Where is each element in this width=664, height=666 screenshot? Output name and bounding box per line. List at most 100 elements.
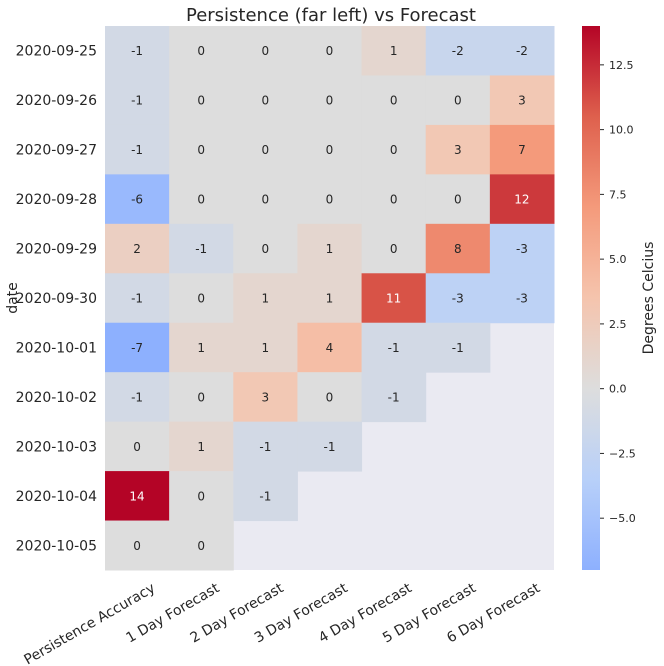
heatmap-cell (169, 322, 234, 373)
cell-value-label: 0 (197, 94, 205, 108)
heatmap-cell (105, 520, 170, 571)
cell-value-label: 1 (326, 242, 334, 256)
cell-value-label: 0 (326, 390, 334, 404)
heatmap-cell (233, 322, 298, 373)
cell-value-label: 0 (262, 143, 270, 157)
cell-value-label: 0 (326, 193, 334, 207)
cell-value-label: 1 (262, 292, 270, 306)
heatmap-cell (105, 273, 170, 324)
cell-value-label: 1 (197, 341, 205, 355)
heatmap-cell (297, 273, 363, 324)
cell-value-label: -1 (131, 390, 143, 404)
heatmap-cell (233, 471, 298, 522)
cell-value-label: 0 (390, 143, 398, 157)
cell-value-label: 7 (518, 143, 526, 157)
y-tick-label: 2020-09-25 (16, 44, 97, 60)
heatmap-cell (233, 124, 298, 175)
y-tick-label: 2020-10-02 (16, 390, 97, 406)
colorbar-tick-label: 10.0 (609, 124, 634, 137)
heatmap-cell (297, 223, 363, 274)
heatmap-cell (425, 124, 491, 175)
heatmap-cell (169, 273, 234, 324)
heatmap-cell (425, 174, 491, 225)
colorbar-tick-label: −5.0 (609, 512, 636, 525)
cell-value-label: 0 (197, 143, 205, 157)
cell-value-label: 3 (518, 94, 526, 108)
cell-value-label: -1 (131, 292, 143, 306)
heatmap-cell (297, 372, 363, 423)
cell-value-label: 0 (197, 193, 205, 207)
cell-value-label: 0 (133, 440, 141, 454)
cell-value-label: 0 (326, 44, 334, 58)
heatmap-cell (489, 124, 555, 175)
colorbar-tick-label: 7.5 (609, 188, 627, 201)
cell-value-label: 0 (197, 489, 205, 503)
cell-value-label: 0 (262, 193, 270, 207)
colorbar-tick-label: 5.0 (609, 253, 627, 266)
heatmap-cell (489, 223, 555, 274)
heatmap-cell (297, 75, 363, 126)
colorbar (582, 26, 600, 570)
y-tick-labels: 2020-09-25 2020-09-26 2020-09-27 2020-09-28… (16, 44, 97, 555)
colorbar-tick-labels: 12.5 10.0 7.5 5.0 2.5 0.0 −2.5 −5.0 (600, 59, 636, 525)
heatmap-cell (361, 124, 427, 175)
heatmap-cell (297, 174, 363, 225)
y-tick-label: 2020-10-04 (16, 489, 97, 505)
cell-value-label: -3 (516, 292, 528, 306)
cell-value-label: 14 (129, 489, 144, 503)
heatmap-cell (297, 322, 363, 373)
heatmap-cell (233, 273, 298, 324)
cell-value-label: 0 (390, 242, 398, 256)
heatmap-cell (233, 372, 298, 423)
heatmap-cell (425, 223, 491, 274)
heatmap-cell (105, 471, 170, 522)
heatmap-cell (361, 273, 427, 324)
cell-value-label: 0 (454, 94, 462, 108)
heatmap-cell (169, 520, 234, 571)
cell-value-label: 0 (326, 94, 334, 108)
y-tick-label: 2020-10-01 (16, 340, 97, 356)
y-tick-label: 2020-09-29 (16, 242, 97, 258)
heatmap-cell-labels: -1 0 0 0 1 -2 -2 -1 0 0 0 0 0 3 -1 0 0 0 0 3 7 -6 0 0 0 0 0 12 2 -1 0 1… (129, 44, 529, 553)
colorbar-tick-label: −2.5 (609, 447, 636, 460)
cell-value-label: -3 (516, 242, 528, 256)
heatmap-cell (105, 372, 170, 423)
cell-value-label: 4 (326, 341, 334, 355)
cell-value-label: 1 (262, 341, 270, 355)
cell-value-label: -1 (195, 242, 207, 256)
heatmap-cell (425, 75, 491, 126)
heatmap-cell (425, 26, 491, 76)
heatmap-cell (425, 322, 491, 373)
cell-value-label: -7 (131, 341, 143, 355)
heatmap-cell (169, 124, 234, 175)
cell-value-label: 0 (133, 539, 141, 553)
cell-value-label: -1 (259, 489, 271, 503)
heatmap-cell (361, 174, 427, 225)
heatmap-cell (297, 124, 363, 175)
cell-value-label: 0 (197, 292, 205, 306)
heatmap-cells (105, 26, 555, 571)
cell-value-label: 3 (454, 143, 462, 157)
y-tick-label: 2020-10-03 (16, 439, 97, 455)
heatmap-cell (105, 322, 170, 373)
cell-value-label: -1 (388, 341, 400, 355)
heatmap-cell (105, 223, 170, 274)
cell-value-label: 0 (262, 44, 270, 58)
heatmap-cell (169, 75, 234, 126)
cell-value-label: -1 (324, 440, 336, 454)
y-tick-label: 2020-09-28 (16, 192, 97, 208)
chart-title: Persistence (far left) vs Forecast (186, 5, 476, 26)
heatmap-cell (169, 471, 234, 522)
heatmap-cell (361, 26, 427, 76)
heatmap-cell (105, 174, 170, 225)
cell-value-label: -1 (131, 44, 143, 58)
colorbar-tick-label: 12.5 (609, 59, 634, 72)
cell-value-label: 0 (197, 44, 205, 58)
heatmap-cell (361, 75, 427, 126)
cell-value-label: 8 (454, 242, 462, 256)
cell-value-label: -6 (131, 193, 143, 207)
heatmap-cell (489, 174, 555, 225)
cell-value-label: -2 (516, 44, 528, 58)
x-tick-label: Persistence Accuracy (22, 580, 159, 666)
